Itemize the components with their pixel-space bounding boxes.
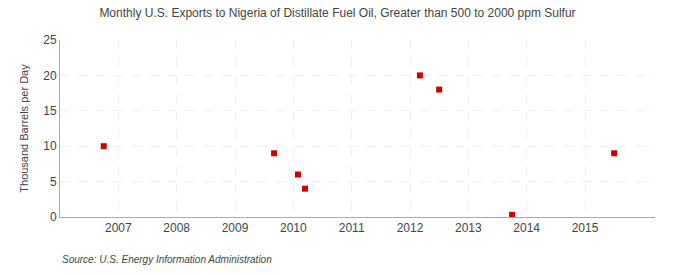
svg-text:2011: 2011 — [339, 221, 365, 235]
svg-text:Source: U.S. Energy Informatio: Source: U.S. Energy Information Administ… — [62, 254, 272, 265]
svg-text:0: 0 — [50, 210, 57, 224]
svg-text:2012: 2012 — [397, 221, 424, 235]
svg-text:2014: 2014 — [513, 221, 540, 235]
svg-text:Monthly U.S. Exports to Nigeri: Monthly U.S. Exports to Nigeria of Disti… — [99, 6, 575, 20]
svg-text:10: 10 — [43, 139, 57, 153]
svg-text:Thousand Barrels per Day: Thousand Barrels per Day — [18, 64, 30, 193]
svg-text:2009: 2009 — [222, 221, 249, 235]
svg-text:2008: 2008 — [163, 221, 190, 235]
svg-text:15: 15 — [43, 104, 57, 118]
svg-text:5: 5 — [50, 175, 57, 189]
svg-text:20: 20 — [43, 69, 57, 83]
svg-text:2010: 2010 — [280, 221, 307, 235]
svg-text:25: 25 — [43, 33, 57, 47]
svg-text:2007: 2007 — [105, 221, 132, 235]
svg-text:2015: 2015 — [572, 221, 599, 235]
svg-text:2013: 2013 — [455, 221, 482, 235]
